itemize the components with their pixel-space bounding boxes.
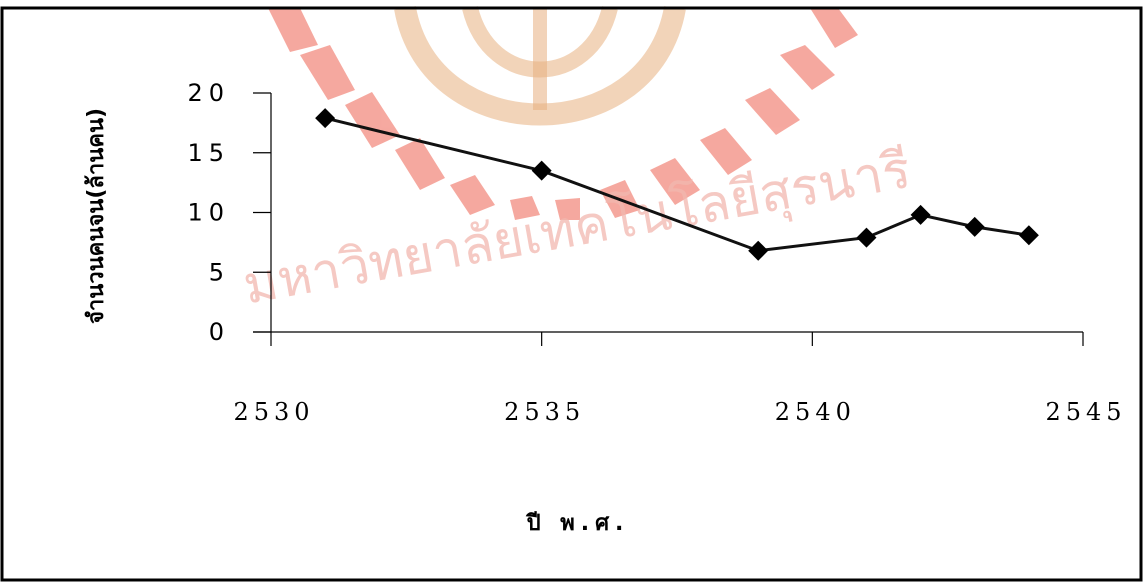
y-ticks [253, 92, 271, 333]
data-point-marker [1018, 225, 1039, 246]
y-axis-title: จำนวนคนจน(ล้านคน) [84, 108, 109, 324]
x-tick-label: 2530 [233, 398, 314, 426]
x-tick-labels: 2530 2535 2540 2545 [233, 398, 1126, 426]
data-point-marker [531, 160, 552, 181]
x-tick-label: 2545 [1045, 398, 1126, 426]
data-point-marker [748, 240, 769, 261]
y-tick-label: 10 [187, 199, 230, 227]
series-markers [315, 108, 1039, 261]
x-tick-label: 2535 [504, 398, 585, 426]
data-point-marker [910, 204, 931, 225]
y-tick-label: 0 [209, 318, 230, 346]
y-tick-label: 20 [187, 79, 230, 107]
x-tick-label: 2540 [775, 398, 856, 426]
y-tick-labels: 20 15 10 5 0 [187, 79, 230, 346]
watermark: มหาวิทยาลัยเทคโนโลยีสุรนารี [239, 5, 915, 317]
y-tick-label: 5 [209, 258, 230, 286]
data-point-marker [856, 227, 877, 248]
y-tick-label: 15 [187, 139, 230, 167]
chart-frame [0, 6, 1143, 582]
watermark-emblem [268, 5, 858, 220]
x-axis-title: ปี พ.ศ. [525, 511, 629, 536]
watermark-text: มหาวิทยาลัยเทคโนโลยีสุรนารี [239, 140, 915, 317]
data-point-marker [964, 216, 985, 237]
x-ticks [270, 332, 1084, 346]
data-point-marker [315, 108, 336, 129]
